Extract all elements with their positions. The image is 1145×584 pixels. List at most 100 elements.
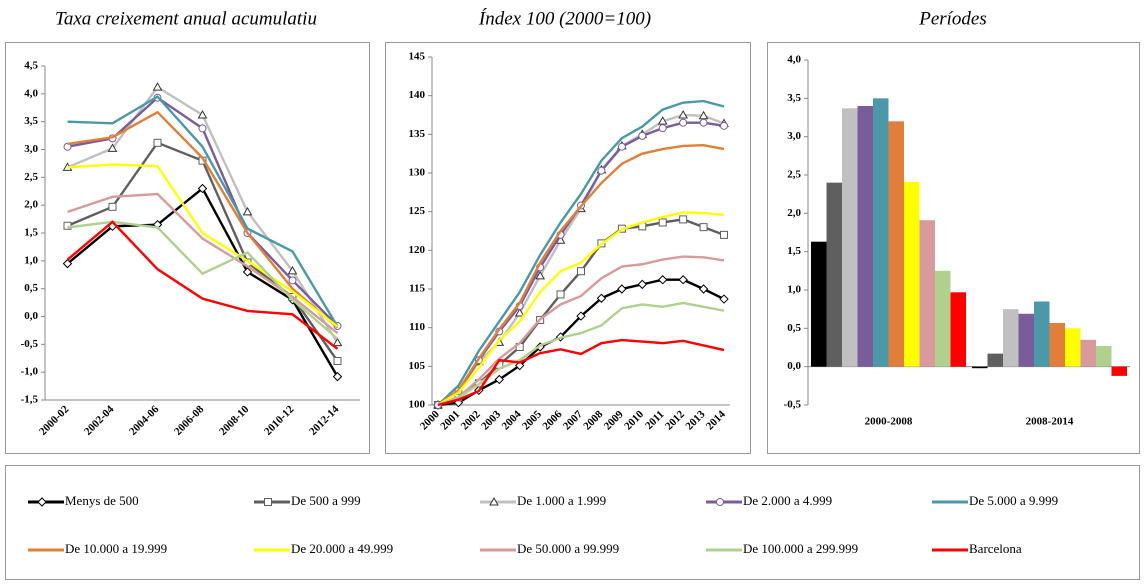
- series-line: [437, 211, 725, 407]
- marker: [332, 337, 343, 347]
- y-tick-label: 3,5: [787, 92, 801, 104]
- bar: [888, 121, 904, 367]
- y-tick-label: 4,5: [24, 60, 38, 72]
- legend-frame: [5, 465, 1140, 580]
- bar: [987, 353, 1003, 367]
- marker: [514, 307, 525, 317]
- chart-title: Índex 100 (2000=100): [478, 7, 651, 29]
- marker: [637, 279, 647, 290]
- marker: [515, 360, 525, 371]
- y-tick-label: 125: [409, 205, 426, 217]
- marker: [332, 371, 343, 382]
- bar: [950, 292, 966, 367]
- x-tick-label: 2010: [622, 408, 646, 432]
- series-line: [437, 338, 725, 407]
- marker: [720, 230, 728, 239]
- y-tick-label: 2,5: [24, 171, 38, 183]
- marker: [679, 215, 688, 224]
- chart-title: Períodes: [918, 8, 987, 29]
- marker: [37, 497, 47, 507]
- bar: [1034, 301, 1050, 367]
- bar: [904, 181, 920, 367]
- marker: [716, 498, 724, 506]
- marker: [658, 275, 668, 285]
- x-tick-label: 2014: [704, 408, 728, 432]
- legend-label: De 50.000 a 99.999: [517, 541, 619, 556]
- marker: [556, 290, 565, 299]
- marker: [242, 206, 253, 216]
- marker: [577, 267, 585, 276]
- x-tick-label: 2011: [643, 408, 667, 432]
- x-tick-label: 2000: [418, 408, 442, 432]
- x-tick-label: 2012-14: [307, 403, 342, 438]
- y-tick-label: -1,5: [21, 394, 39, 406]
- bar: [811, 241, 827, 367]
- marker: [152, 82, 163, 91]
- y-tick-label: 3,5: [24, 115, 38, 127]
- x-tick-label: 2009: [602, 408, 626, 432]
- legend-label: De 500 a 999: [291, 493, 361, 508]
- y-tick-label: 140: [409, 89, 426, 101]
- legend-label: De 1.000 a 1.999: [517, 493, 606, 508]
- y-tick-label: 3,0: [24, 143, 38, 155]
- y-tick-label: 0,5: [24, 282, 38, 294]
- bar: [972, 366, 988, 369]
- legend-label: Barcelona: [969, 541, 1022, 556]
- y-tick-label: 100: [409, 399, 426, 411]
- marker: [333, 357, 342, 366]
- marker: [63, 221, 72, 230]
- bar: [1111, 366, 1127, 376]
- marker: [107, 143, 118, 152]
- marker: [658, 218, 667, 227]
- bar: [1080, 339, 1096, 367]
- marker: [597, 166, 606, 175]
- marker: [617, 142, 626, 151]
- series-line: [67, 95, 339, 328]
- x-tick-label: 2002-04: [82, 403, 117, 438]
- series-line: [437, 255, 725, 407]
- series-line: [67, 192, 339, 335]
- y-tick-label: 0,0: [24, 310, 38, 322]
- marker: [287, 265, 298, 275]
- legend-label: De 20.000 a 49.999: [291, 541, 393, 556]
- marker: [678, 109, 689, 119]
- bar: [1096, 345, 1112, 367]
- bar: [1003, 309, 1019, 367]
- marker: [699, 118, 708, 127]
- marker: [720, 121, 728, 130]
- legend-label: De 5.000 a 9.999: [969, 493, 1058, 508]
- x-tick-label: 2006-08: [172, 403, 207, 438]
- panel-frame: [385, 42, 751, 454]
- marker: [658, 124, 667, 133]
- marker: [489, 496, 499, 506]
- x-tick-label: 2008-10: [217, 403, 252, 438]
- x-tick-label: 2000-02: [37, 403, 72, 438]
- bar: [857, 106, 873, 367]
- x-tick-label: 2001: [438, 408, 462, 432]
- y-tick-label: 130: [409, 167, 426, 179]
- y-tick-label: 3,0: [787, 130, 801, 142]
- marker: [494, 374, 504, 385]
- bar: [1018, 313, 1034, 367]
- y-tick-label: 105: [409, 360, 426, 372]
- marker: [197, 109, 208, 119]
- x-tick-label: 2004-06: [127, 403, 162, 438]
- x-tick-label: 2013: [683, 408, 707, 432]
- y-tick-label: -0,5: [784, 399, 802, 411]
- legend-label: De 100.000 a 299.999: [743, 541, 858, 556]
- y-tick-label: -1,0: [21, 366, 39, 378]
- bar: [842, 108, 858, 367]
- marker: [576, 311, 586, 321]
- x-tick-label: 2007: [561, 408, 585, 432]
- y-tick-label: -0,5: [21, 338, 39, 350]
- x-tick-label: 2006: [540, 408, 564, 432]
- y-tick-label: 2,0: [24, 199, 38, 211]
- series-line: [67, 110, 339, 329]
- panel-frame: [767, 42, 1140, 454]
- series-line: [67, 141, 339, 362]
- legend-label: Menys de 500: [65, 493, 139, 508]
- series-line: [66, 186, 339, 378]
- legend-label: De 2.000 a 4.999: [743, 493, 832, 508]
- marker: [719, 294, 729, 304]
